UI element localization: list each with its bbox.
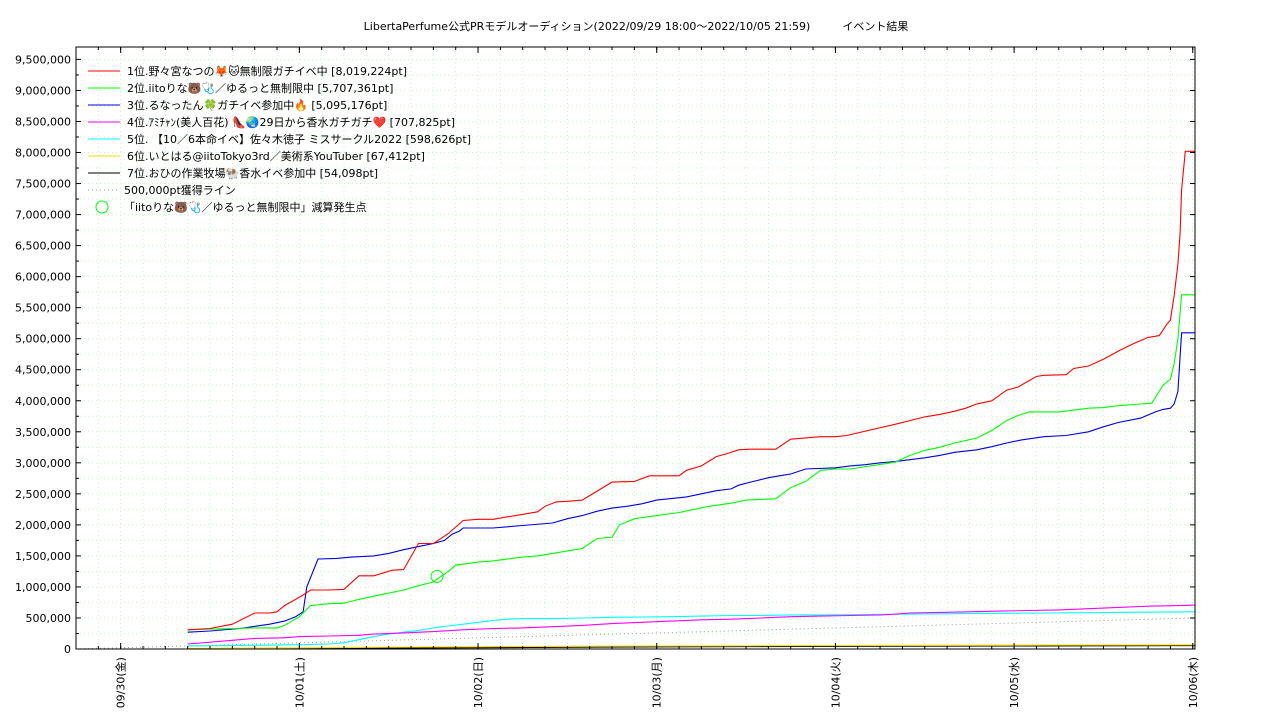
series-line-4 [187,604,1196,645]
y-tick-label: 4,500,000 [15,364,71,377]
series-line-7 [187,645,1196,650]
x-tick-label: 10/02(日) [472,657,485,708]
y-tick-label: 3,500,000 [15,426,71,439]
legend-label-2: 2位.iitoりな🐻🩺／ゆるっと無制限中 [5,707,361pt] [127,81,393,95]
x-tick-label: 10/05(水) [1008,657,1021,708]
y-tick-label: 500,000 [26,612,72,625]
axes: 0 500,000 1,000,000 1,500,000 2,000,000 2,500… [15,47,1200,708]
x-tick-label: 10/04(火) [829,657,842,708]
y-tick-label: 0 [64,643,71,656]
y-tick-label: 2,000,000 [15,519,71,532]
chart-title: LibertaPerfume公式PRモデルオーディション(2022/09/29 … [364,19,909,33]
reference-line [75,617,1196,650]
legend-label-marker: 「iitoりな🐻🩺／ゆるっと無制限中」減算発生点 [124,200,367,214]
reduction-marker [430,569,444,583]
x-tick-label: 10/03(月) [651,657,664,708]
series-line-1 [187,150,1195,631]
reference-line-layer [75,617,1196,650]
legend-label-3: 3位.るなったん🍀ガチイベ参加中🔥 [5,095,176pt] [127,98,387,112]
legend-label-reference: 500,000pt獲得ライン [124,184,236,197]
y-tick-label: 3,000,000 [15,457,71,470]
series-line-5 [187,611,1196,647]
y-tick-label: 5,500,000 [15,302,71,315]
y-tick-label: 2,500,000 [15,488,71,501]
y-tick-label: 7,000,000 [15,209,71,222]
plot-frame [75,46,1196,650]
series-line-2 [187,294,1195,631]
y-tick-label: 7,500,000 [15,178,71,191]
y-tick-label: 8,500,000 [15,115,71,128]
marker-layer [430,569,444,583]
x-tick-label: 10/06(木) [1187,657,1200,708]
y-tick-label: 4,000,000 [15,395,71,408]
legend-label-1: 1位.野々宮なつの🦊🐱無制限ガチイベ中 [8,019,224pt] [127,64,407,78]
chart-subtitle: イベント結果 [842,19,908,33]
y-tick-label: 5,000,000 [15,333,71,346]
legend-label-6: 6位.いとはる@iitoTokyo3rd／美術系YouTuber [67,412… [127,149,425,163]
y-tick-label: 6,000,000 [15,271,71,284]
series-line-3 [187,332,1195,633]
y-tick-label: 8,000,000 [15,147,71,160]
chart-title-main: LibertaPerfume公式PRモデルオーディション(2022/09/29 … [364,19,811,33]
grid [76,47,1195,649]
y-tick-label: 9,000,000 [15,84,71,97]
legend-label-5: 5位. 【10／6本命イベ】佐々木徳子 ミスサークル2022 [598,626p… [127,132,471,146]
x-tick-label: 09/30(金) [114,657,128,708]
x-tick-label: 10/01(土) [293,657,306,708]
y-tick-label: 1,500,000 [15,550,71,563]
y-tick-label: 6,500,000 [15,240,71,253]
legend-label-4: 4位.ｱﾐﾁｬﾝ(美人百花) 👠🌏29日から香水ガチガチ❤️ [707,825p… [127,115,455,129]
y-tick-label: 9,500,000 [15,53,71,66]
legend-swatch-marker [95,200,109,214]
legend: 1位.野々宮なつの🦊🐱無制限ガチイベ中 [8,019,224pt] 2位.iito… [88,64,471,214]
legend-label-7: 7位.おひの作業牧場🐏香水イベ参加中 [54,098pt] [127,166,378,180]
series-line-6 [187,644,1196,649]
y-tick-label: 1,000,000 [15,581,71,594]
series-layer [187,150,1196,650]
